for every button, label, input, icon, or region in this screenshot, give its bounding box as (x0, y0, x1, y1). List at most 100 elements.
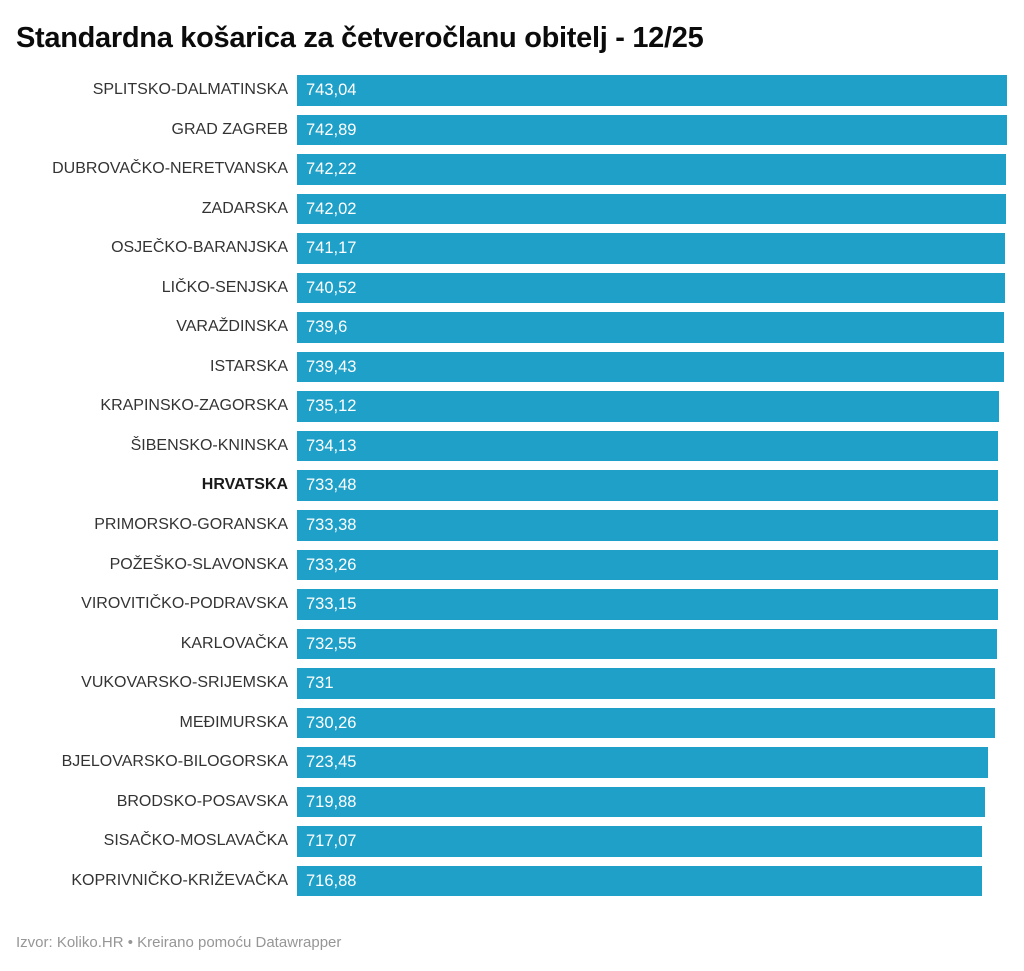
bar[interactable]: 742,02 (297, 193, 1007, 225)
category-label: SPLITSKO-DALMATINSKA (92, 81, 288, 98)
category-label: ŠIBENSKO-KNINSKA (130, 436, 288, 454)
category-label: DUBROVAČKO-NERETVANSKA (52, 160, 288, 178)
category-label: KARLOVAČKA (180, 634, 288, 652)
category-label: PRIMORSKO-GORANSKA (94, 516, 288, 534)
category-label: POŽEŠKO-SLAVONSKA (109, 555, 288, 573)
bar[interactable]: 730,26 (297, 707, 995, 739)
bar-track: 742,89 (297, 114, 1007, 146)
bar-row: MEĐIMURSKA 730,26 (0, 707, 1024, 748)
bar-track: 741,17 (297, 233, 1007, 264)
bar-value-label: 732,55 (306, 634, 357, 653)
bar[interactable]: 734,13 (297, 430, 999, 462)
bar-row: HRVATSKA 733,48 (0, 470, 1024, 510)
bar-track: 739,43 (297, 351, 1007, 383)
bar-row: OSJEČKO-BARANJSKA 741,17 (0, 233, 1024, 273)
bar-row: PRIMORSKO-GORANSKA 733,38 (0, 510, 1024, 550)
category-label: BRODSKO-POSAVSKA (116, 792, 288, 810)
bar-row: VIROVITIČKO-PODRAVSKA 733,15 (0, 589, 1024, 629)
bar-row: ISTARSKA 739,43 (0, 351, 1024, 392)
bar-track: 743,04 (297, 75, 1007, 106)
bar[interactable]: 731 (297, 668, 996, 699)
bar-value-label: 719,88 (306, 792, 357, 811)
bar-track: 719,88 (297, 786, 1007, 818)
category-label: SISAČKO-MOSLAVAČKA (103, 832, 288, 850)
category-label: VARAŽDINSKA (176, 318, 288, 336)
bar-row: DUBROVAČKO-NERETVANSKA 742,22 (0, 154, 1024, 194)
bar-value-label: 733,15 (306, 595, 357, 614)
bar-track: 733,48 (297, 470, 1007, 501)
bar-track: 730,26 (297, 707, 1007, 739)
bar[interactable]: 733,48 (297, 470, 998, 501)
bar-row: ŠIBENSKO-KNINSKA 734,13 (0, 430, 1024, 471)
bar-track: 732,55 (297, 628, 1007, 660)
category-label: BJELOVARSKO-BILOGORSKA (61, 753, 288, 771)
bar[interactable]: 732,55 (297, 628, 997, 660)
bar-value-label: 730,26 (306, 713, 357, 732)
bar-track: 735,12 (297, 391, 1007, 422)
bar-track: 740,52 (297, 272, 1007, 304)
bar[interactable]: 719,88 (297, 786, 985, 818)
bar-value-label: 742,89 (306, 120, 357, 139)
bar[interactable]: 740,52 (297, 272, 1005, 304)
bar-track: 739,6 (297, 312, 1007, 343)
bar[interactable]: 717,07 (297, 826, 983, 857)
bar-row: KOPRIVNIČKO-KRIŽEVAČKA 716,88 (0, 865, 1024, 906)
bar[interactable]: 735,12 (297, 391, 1000, 422)
bar-track: 717,07 (297, 826, 1007, 857)
category-label: LIČKO-SENJSKA (161, 278, 288, 296)
category-label: ZADARSKA (201, 199, 288, 217)
bar-value-label: 716,88 (306, 871, 357, 890)
category-label: VIROVITIČKO-PODRAVSKA (81, 595, 288, 613)
bar-row: SISAČKO-MOSLAVAČKA 717,07 (0, 826, 1024, 866)
bar-chart: SPLITSKO-DALMATINSKA 743,04 GRAD ZAGREB 742… (0, 75, 1024, 905)
category-label: HRVATSKA (201, 476, 288, 494)
bar-track: 742,02 (297, 193, 1007, 225)
bar-row: BRODSKO-POSAVSKA 719,88 (0, 786, 1024, 827)
source-attribution: Izvor: Koliko.HR • Kreirano pomoću Dataw… (16, 934, 342, 951)
bar-track: 731 (297, 668, 1007, 699)
bar[interactable]: 739,43 (297, 351, 1004, 383)
category-label: GRAD ZAGREB (171, 120, 288, 138)
bar-value-label: 731 (306, 674, 334, 693)
category-label: VUKOVARSKO-SRIJEMSKA (81, 674, 288, 692)
bar[interactable]: 742,22 (297, 154, 1007, 185)
bar-value-label: 739,43 (306, 357, 357, 376)
bar-value-label: 733,26 (306, 555, 357, 574)
bar-value-label: 735,12 (306, 397, 357, 416)
bar[interactable]: 733,26 (297, 549, 998, 581)
bar-row: SPLITSKO-DALMATINSKA 743,04 (0, 75, 1024, 115)
bar-row: LIČKO-SENJSKA 740,52 (0, 272, 1024, 313)
bar-track: 733,15 (297, 589, 1007, 620)
bar-track: 723,45 (297, 747, 1007, 778)
bar[interactable]: 733,38 (297, 510, 998, 541)
bar-value-label: 739,6 (306, 318, 348, 337)
bar-value-label: 741,17 (306, 239, 357, 258)
bar-row: BJELOVARSKO-BILOGORSKA 723,45 (0, 747, 1024, 787)
bar-track: 742,22 (297, 154, 1007, 185)
bar-row: GRAD ZAGREB 742,89 (0, 114, 1024, 155)
bar-value-label: 740,52 (306, 278, 357, 297)
category-label: KOPRIVNIČKO-KRIŽEVAČKA (71, 871, 288, 889)
bar[interactable]: 716,88 (297, 865, 982, 897)
bar[interactable]: 723,45 (297, 747, 989, 778)
bar[interactable]: 733,15 (297, 589, 998, 620)
bar[interactable]: 742,89 (297, 114, 1007, 146)
bar-track: 716,88 (297, 865, 1007, 897)
bar-value-label: 734,13 (306, 436, 357, 455)
bar[interactable]: 739,6 (297, 312, 1004, 343)
category-label: MEĐIMURSKA (179, 713, 288, 731)
bar-row: VUKOVARSKO-SRIJEMSKA 731 (0, 668, 1024, 708)
bar-value-label: 733,38 (306, 516, 357, 535)
bar[interactable]: 743,04 (297, 75, 1007, 106)
chart-title: Standardna košarica za četveročlanu obit… (16, 22, 704, 54)
bar-track: 734,13 (297, 430, 1007, 462)
bar-value-label: 717,07 (306, 832, 357, 851)
bar-row: ZADARSKA 742,02 (0, 193, 1024, 234)
bar-track: 733,26 (297, 549, 1007, 581)
bar[interactable]: 741,17 (297, 233, 1006, 264)
category-label: ISTARSKA (210, 357, 288, 375)
bar-track: 733,38 (297, 510, 1007, 541)
bar-row: VARAŽDINSKA 739,6 (0, 312, 1024, 352)
bar-value-label: 742,22 (306, 160, 357, 179)
